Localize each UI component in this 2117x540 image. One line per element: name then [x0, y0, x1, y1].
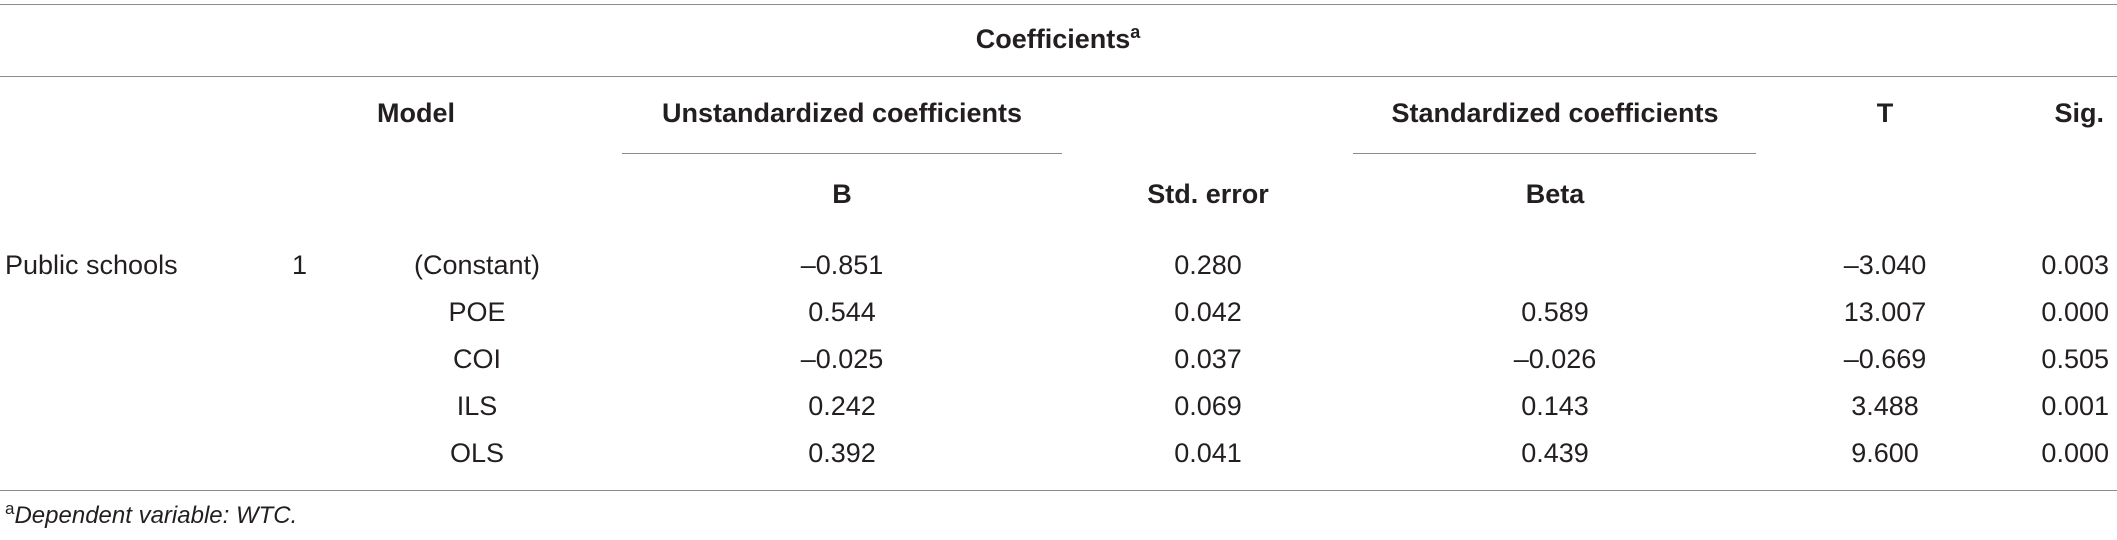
standardized-underline: [1353, 153, 1756, 154]
se-cell: 0.042: [1174, 297, 1242, 327]
b-cell: 0.242: [808, 391, 876, 421]
t-cell: –3.040: [1843, 250, 1927, 280]
t-cell: 3.488: [1851, 391, 1919, 421]
se-cell: 0.280: [1174, 250, 1242, 280]
se-cell: 0.041: [1174, 438, 1242, 468]
b-cell: 0.544: [808, 297, 876, 327]
header-t: T: [1876, 98, 1894, 128]
header-standardized: Standardized coefficients: [1391, 98, 1719, 128]
group-label: Public schools: [5, 250, 178, 280]
header-unstandardized: Unstandardized coefficients: [661, 98, 1023, 128]
top-rule: [0, 4, 2117, 5]
sig-cell: 0.000: [2041, 297, 2109, 327]
unstandardized-underline: [622, 153, 1062, 154]
sig-cell: 0.001: [2041, 391, 2109, 421]
t-cell: 9.600: [1851, 438, 1919, 468]
sig-cell: 0.505: [2041, 344, 2109, 374]
header-b: B: [832, 179, 852, 209]
b-cell: –0.851: [800, 250, 884, 280]
model-number: 1: [292, 250, 308, 280]
beta-cell: 0.439: [1521, 438, 1589, 468]
se-cell: 0.069: [1174, 391, 1242, 421]
beta-cell: 0.143: [1521, 391, 1589, 421]
predictor-cell: OLS: [449, 438, 505, 468]
footnote-marker: a: [5, 499, 15, 518]
sig-cell: 0.003: [2041, 250, 2109, 280]
t-cell: 13.007: [1843, 297, 1927, 327]
beta-cell: 0.589: [1521, 297, 1589, 327]
header-std-error: Std. error: [1147, 179, 1269, 209]
predictor-cell: (Constant): [413, 250, 541, 280]
t-cell: –0.669: [1843, 344, 1927, 374]
predictor-cell: ILS: [456, 391, 498, 421]
b-cell: –0.025: [800, 344, 884, 374]
header-model: Model: [377, 98, 455, 128]
bottom-rule: [0, 490, 2117, 491]
header-beta: Beta: [1525, 179, 1585, 209]
header-sig: Sig.: [2054, 98, 2104, 128]
title-rule: [0, 76, 2117, 77]
beta-cell: –0.026: [1513, 344, 1597, 374]
predictor-cell: COI: [452, 344, 502, 374]
b-cell: 0.392: [808, 438, 876, 468]
footnote-text: Dependent variable: WTC.: [14, 502, 298, 529]
predictor-cell: POE: [448, 297, 506, 327]
table-footnote: aDependent variable: WTC.: [5, 499, 298, 530]
table-title: Coefficientsa: [975, 22, 1141, 54]
sig-cell: 0.000: [2041, 438, 2109, 468]
se-cell: 0.037: [1174, 344, 1242, 374]
